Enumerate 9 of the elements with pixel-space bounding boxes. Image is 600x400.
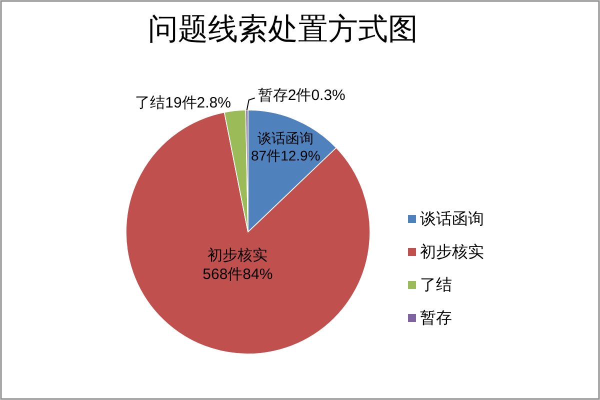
chart-title: 问题线索处置方式图 xyxy=(148,12,418,46)
legend-label: 谈话函询 xyxy=(420,210,484,228)
data-label: 谈话函询 87件12.9% xyxy=(251,130,320,164)
data-label: 了结19件2.8% xyxy=(135,94,231,112)
legend-label: 初步核实 xyxy=(420,242,484,260)
legend-label: 暂存 xyxy=(420,308,452,326)
data-label: 初步核实 568件84% xyxy=(202,246,273,282)
data-label: 暂存2件0.3% xyxy=(258,86,346,104)
legend-label: 了结 xyxy=(420,276,452,294)
